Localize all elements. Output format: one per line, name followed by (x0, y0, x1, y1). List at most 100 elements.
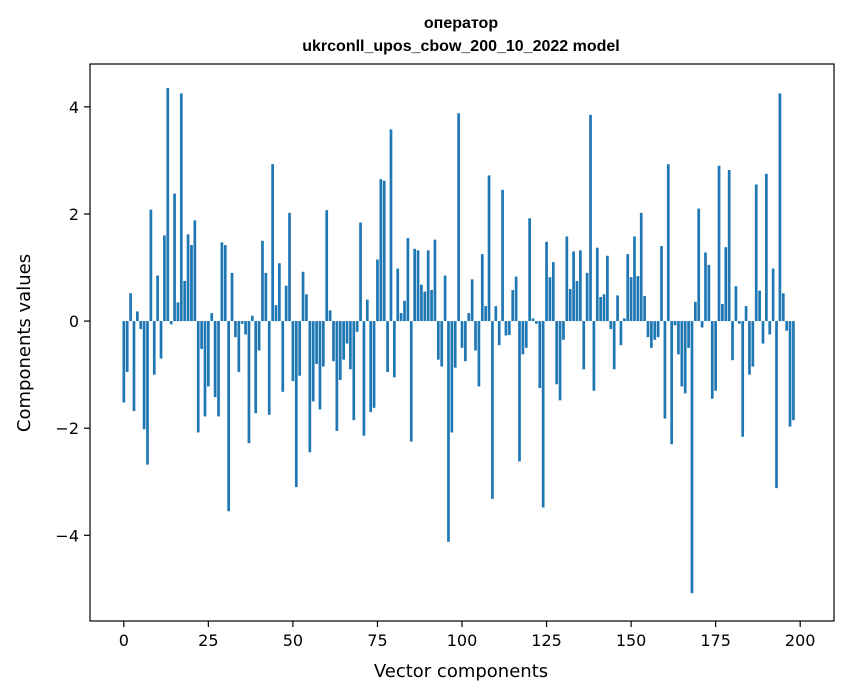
bar-163 (673, 321, 677, 326)
chart-subtitle: ukrconll_upos_cbow_200_10_2022 model (302, 38, 619, 55)
chart-title: оператор (424, 15, 498, 32)
bar-132 (568, 288, 572, 322)
bar-106 (480, 254, 484, 322)
bar-91 (430, 290, 433, 322)
bar-121 (531, 318, 535, 322)
bar-185 (748, 321, 751, 375)
bar-187 (754, 184, 758, 322)
bar-172 (704, 252, 707, 322)
bar-61 (328, 310, 332, 322)
bar-105 (477, 321, 481, 387)
bar-158 (656, 321, 660, 338)
bar-5 (139, 321, 143, 330)
x-tick-label-6: 150 (616, 631, 647, 650)
bar-56 (311, 321, 315, 402)
bar-4 (135, 311, 139, 322)
x-tick-label-8: 200 (785, 631, 816, 650)
bar-171 (700, 321, 704, 328)
bar-73 (369, 321, 373, 413)
bar-92 (433, 239, 437, 322)
bar-168 (690, 321, 694, 594)
bar-84 (406, 238, 410, 322)
bar-42 (264, 272, 268, 322)
y-tick-label-2: 0 (69, 312, 79, 331)
bar-176 (717, 165, 721, 322)
bar-52 (298, 321, 302, 376)
bar-32 (230, 272, 234, 322)
bar-49 (288, 212, 291, 322)
bar-27 (213, 321, 217, 398)
bar-86 (413, 248, 417, 322)
bar-16 (176, 302, 180, 322)
bar-55 (308, 321, 312, 453)
bar-124 (541, 321, 545, 508)
bar-131 (565, 236, 569, 322)
bar-44 (271, 164, 274, 322)
bar-12 (163, 235, 166, 322)
bar-151 (633, 236, 636, 322)
bar-153 (639, 212, 643, 322)
bar-164 (677, 321, 680, 355)
x-tick-label-5: 125 (531, 631, 562, 650)
bar-150 (629, 277, 633, 322)
bar-170 (697, 208, 701, 322)
bar-87 (416, 250, 420, 322)
bar-194 (778, 93, 782, 322)
bars-group (122, 88, 795, 594)
bar-78 (386, 321, 389, 372)
bar-146 (616, 295, 619, 322)
bar-144 (609, 321, 613, 330)
x-tick-label-2: 50 (283, 631, 303, 650)
bar-182 (737, 321, 741, 324)
bar-54 (305, 294, 308, 322)
bar-191 (768, 321, 772, 335)
bar-179 (727, 170, 731, 322)
bar-74 (372, 321, 376, 408)
bar-69 (355, 321, 359, 332)
bar-112 (501, 189, 504, 322)
bar-111 (497, 321, 501, 346)
bar-13 (166, 88, 170, 322)
bar-18 (183, 280, 187, 322)
bar-72 (365, 299, 369, 322)
bar-129 (558, 321, 562, 401)
bar-45 (274, 305, 278, 322)
x-tick-label-0: 0 (119, 631, 129, 650)
bar-122 (535, 321, 538, 324)
bar-64 (338, 321, 342, 380)
bar-23 (200, 321, 203, 349)
bar-62 (332, 321, 335, 362)
bar-189 (761, 321, 765, 344)
bar-133 (572, 251, 575, 322)
bar-98 (453, 321, 457, 368)
x-tick-label-3: 75 (367, 631, 387, 650)
bar-48 (284, 285, 288, 322)
bar-196 (785, 321, 789, 331)
bar-109 (491, 321, 494, 499)
bar-8 (149, 209, 153, 322)
bar-22 (196, 321, 200, 433)
y-tick-label-4: 4 (69, 98, 79, 117)
bar-143 (606, 255, 609, 322)
bar-184 (744, 306, 748, 322)
bar-167 (687, 321, 690, 348)
bar-197 (788, 321, 792, 427)
y-tick-label-0: −4 (55, 526, 79, 545)
bar-57 (315, 321, 318, 364)
bar-165 (680, 321, 684, 387)
bar-107 (484, 306, 488, 322)
bar-128 (555, 321, 559, 385)
bar-100 (460, 321, 464, 348)
bar-134 (575, 280, 579, 322)
bar-166 (683, 321, 687, 394)
bar-154 (643, 295, 646, 322)
x-tick-label-1: 25 (198, 631, 218, 650)
plot-frame (89, 63, 835, 622)
bar-139 (592, 321, 596, 391)
bar-31 (227, 321, 231, 512)
bar-17 (179, 93, 183, 322)
bar-113 (504, 321, 508, 336)
y-axis-ticks: −4 −2 0 2 4 (55, 98, 90, 545)
bar-148 (622, 318, 626, 322)
